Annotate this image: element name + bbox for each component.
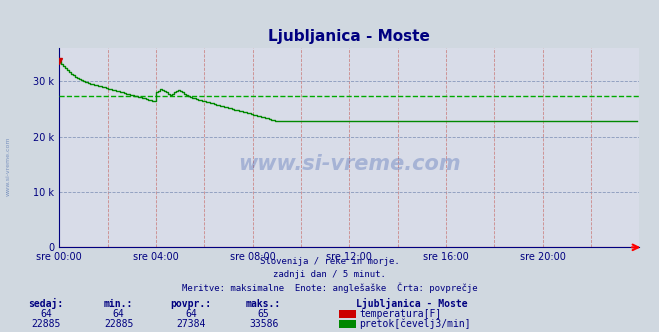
- Text: Slovenija / reke in morje.: Slovenija / reke in morje.: [260, 257, 399, 266]
- Text: zadnji dan / 5 minut.: zadnji dan / 5 minut.: [273, 270, 386, 279]
- Text: 22885: 22885: [104, 319, 133, 329]
- Text: 64: 64: [113, 309, 125, 319]
- Text: www.si-vreme.com: www.si-vreme.com: [5, 136, 11, 196]
- Text: 27384: 27384: [177, 319, 206, 329]
- Text: Ljubljanica - Moste: Ljubljanica - Moste: [356, 298, 467, 309]
- Text: sedaj:: sedaj:: [28, 298, 64, 309]
- Text: temperatura[F]: temperatura[F]: [359, 309, 442, 319]
- Text: www.si-vreme.com: www.si-vreme.com: [238, 154, 461, 174]
- Text: 65: 65: [258, 309, 270, 319]
- Text: 33586: 33586: [249, 319, 278, 329]
- Text: pretok[čevelj3/min]: pretok[čevelj3/min]: [359, 318, 471, 329]
- Text: Meritve: maksimalne  Enote: anglešaške  Črta: povprečje: Meritve: maksimalne Enote: anglešaške Čr…: [182, 283, 477, 293]
- Title: Ljubljanica - Moste: Ljubljanica - Moste: [268, 29, 430, 44]
- Text: min.:: min.:: [104, 299, 133, 309]
- Text: povpr.:: povpr.:: [171, 299, 212, 309]
- Text: maks.:: maks.:: [246, 299, 281, 309]
- Text: 22885: 22885: [32, 319, 61, 329]
- Text: 64: 64: [185, 309, 197, 319]
- Text: 64: 64: [40, 309, 52, 319]
